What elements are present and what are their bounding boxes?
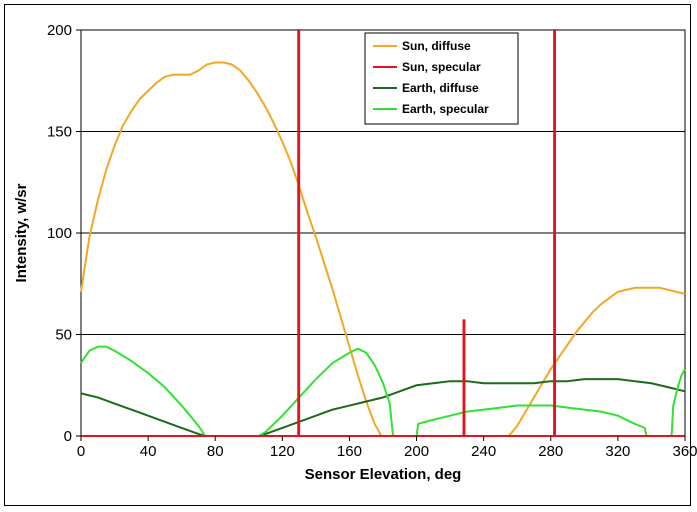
y-axis-title: Intensity, w/sr <box>13 183 30 282</box>
series-layer <box>80 29 686 437</box>
x-tick-label: 200 <box>404 443 429 460</box>
series-line-sun-diffuse <box>80 61 686 437</box>
y-tick-label: 50 <box>55 327 72 344</box>
y-tick-labels: 0 50 100 150 200 <box>47 22 72 445</box>
legend-label: Sun, diffuse <box>402 39 471 53</box>
x-tick-labels: 0 40 80 120 160 200 240 280 320 360 <box>77 443 697 460</box>
x-tick-label: 80 <box>207 443 224 460</box>
legend-label: Sun, specular <box>402 60 481 74</box>
x-tick-label: 160 <box>337 443 362 460</box>
series-line-earth-specular <box>80 345 686 437</box>
y-tick-label: 100 <box>47 225 72 242</box>
x-tick-label: 320 <box>605 443 630 460</box>
axes <box>76 29 686 441</box>
legend-label: Earth, diffuse <box>402 81 479 95</box>
legend: Sun, diffuse Sun, specular Earth, diffuse E… <box>364 32 519 125</box>
x-tick-label: 240 <box>471 443 496 460</box>
y-tick-label: 0 <box>64 428 72 445</box>
x-tick-label: 0 <box>77 443 85 460</box>
legend-label: Earth, specular <box>402 102 489 116</box>
series-line-sun-specular <box>81 29 685 437</box>
x-tick-label: 280 <box>538 443 563 460</box>
y-tick-label: 200 <box>47 22 72 39</box>
x-axis-title: Sensor Elevation, deg <box>305 466 462 483</box>
y-tick-label: 150 <box>47 124 72 141</box>
x-tick-label: 120 <box>270 443 295 460</box>
x-tick-label: 360 <box>672 443 697 460</box>
series-line-earth-diffuse <box>80 378 686 437</box>
chart-frame <box>4 4 691 506</box>
x-tick-label: 40 <box>140 443 157 460</box>
